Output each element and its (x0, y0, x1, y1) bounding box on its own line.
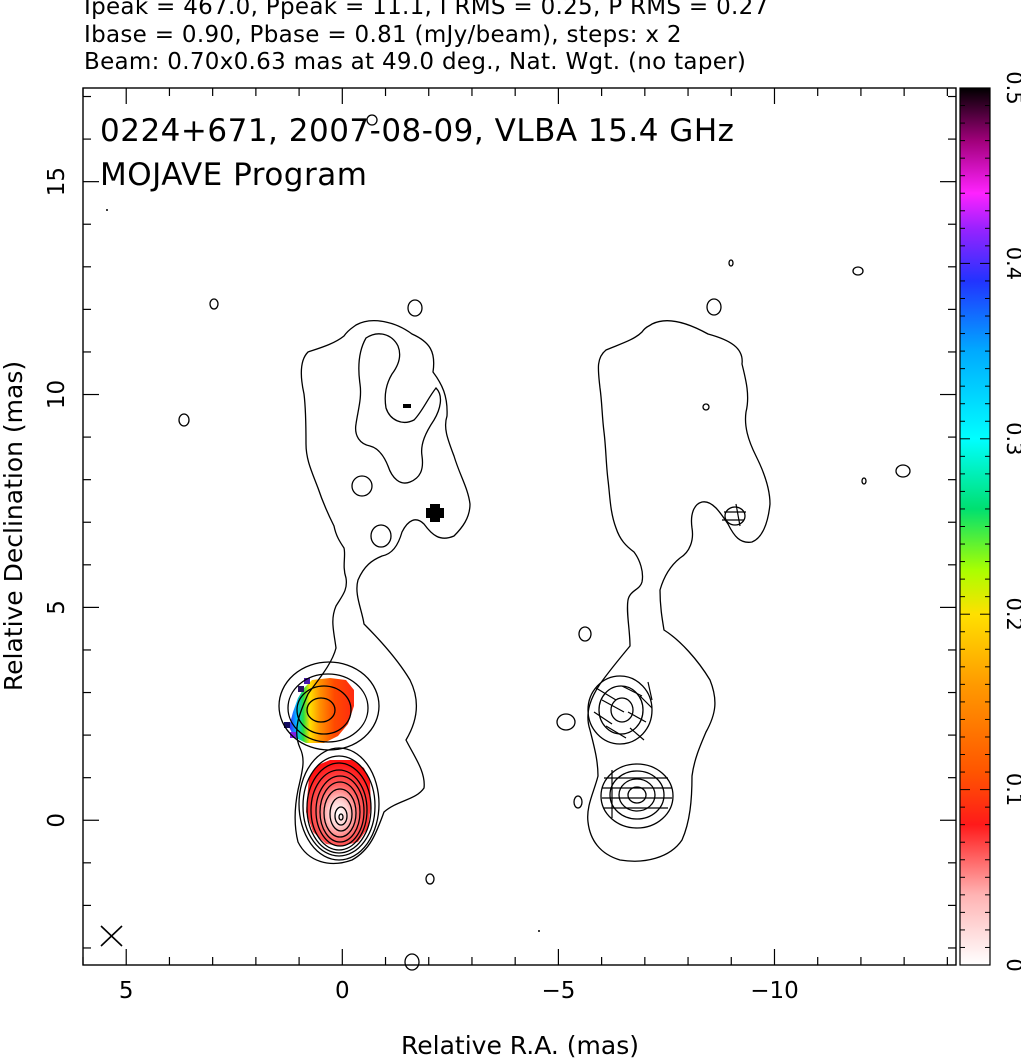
colorbar-tick-label: 0.5 (1002, 71, 1021, 104)
y-tick-label: 5 (44, 600, 70, 615)
contour-blob (702, 403, 710, 411)
pol-pixel (304, 678, 310, 684)
contour-blob (370, 524, 392, 548)
core-contour (310, 769, 368, 851)
x-axis-label: Relative R.A. (mas) (401, 1031, 639, 1060)
contour-blob (578, 626, 592, 642)
noise-dot (538, 930, 540, 932)
beam-marker (100, 925, 123, 947)
contour-blob (209, 298, 219, 310)
contour-blob (724, 506, 746, 526)
colorbar-tick-label: 0.1 (1002, 773, 1021, 806)
core-contour (306, 762, 372, 854)
pol-pixel (284, 722, 290, 728)
contour-blob (895, 464, 911, 478)
core-contour (315, 775, 365, 847)
x-tick-label: −10 (750, 978, 799, 1004)
contour-blob (852, 266, 864, 276)
header-line-2: Ibase = 0.90, Pbase = 0.81 (mJy/beam), s… (84, 22, 682, 48)
x-tick-label: 0 (335, 978, 350, 1004)
plot-frame (82, 87, 957, 966)
upper-pol-contour (610, 697, 634, 723)
colorbar-tick-label: 0.3 (1002, 422, 1021, 455)
core-contour (319, 781, 361, 843)
jet-contour (296, 685, 352, 735)
x-tick-label: 5 (119, 978, 134, 1004)
evpa-tick (627, 711, 647, 723)
left-panel-contours (178, 114, 471, 971)
chart-title: 0224+671, 2007-08-09, VLBA 15.4 GHz (100, 113, 734, 149)
axis-ticks (82, 88, 956, 965)
outer-contour (294, 320, 471, 864)
pol-pixel (298, 686, 304, 692)
evpa-tick (621, 685, 643, 697)
colorbar-tick-label: 0.2 (1002, 597, 1021, 630)
evpa-vectors (593, 503, 746, 818)
evpa-tick (647, 681, 653, 701)
evpa-tick (593, 711, 613, 725)
lower-pol-contour (609, 770, 665, 820)
right-panel-contours (556, 259, 911, 862)
core-contour (329, 796, 353, 832)
contour-blob (404, 953, 420, 971)
evpa-tick (735, 503, 741, 527)
lower-pol-contour (600, 763, 674, 829)
x-tick-label: −5 (541, 978, 575, 1004)
axis-tick-labels: 5 0 −5 −10 0 5 10 15 (44, 167, 799, 1004)
outer-contour (587, 320, 771, 862)
y-axis-label: Relative Declination (mas) (0, 361, 28, 691)
core-contour (323, 788, 357, 838)
core-contour (338, 813, 344, 821)
contour-blob (425, 873, 435, 885)
y-tick-label: 0 (44, 813, 70, 828)
colorbar-tick-label: 0.4 (1002, 247, 1021, 280)
evpa-tick (629, 727, 645, 741)
jet-contour (306, 697, 336, 723)
fractional-polarization-patches (284, 678, 371, 846)
contour-blob (407, 299, 423, 317)
pol-pixel (290, 732, 296, 738)
colorbar-ticks (960, 87, 990, 966)
colorbar-tick-label: 0 (1002, 958, 1021, 971)
contour-blob (706, 298, 722, 316)
lower-pol-contour (618, 778, 656, 812)
contour-blob (573, 795, 583, 809)
contour-blob (728, 259, 734, 267)
evpa-tick (601, 699, 625, 713)
pol-pixel-cluster (426, 504, 444, 522)
inner-jet-contour (354, 333, 442, 484)
colorbar-labels: 0 0.1 0.2 0.3 0.4 0.5 (1002, 71, 1021, 971)
noise-dot (106, 209, 108, 211)
upper-pol-contour (587, 675, 653, 745)
lower-pol-contour (627, 786, 647, 804)
chart-subtitle: MOJAVE Program (100, 157, 367, 193)
header-line-1: Ipeak = 467.0, Ppeak = 11.1, I RMS = 0.2… (84, 0, 769, 20)
evpa-tick (605, 725, 627, 739)
evpa-tick (639, 695, 653, 709)
core-contour (302, 755, 376, 857)
core-contour (334, 806, 348, 826)
contour-blob (178, 413, 190, 427)
contour-blob (366, 114, 378, 126)
contour-blob (861, 477, 867, 485)
evpa-tick (595, 687, 617, 701)
y-tick-label: 10 (44, 380, 70, 409)
core-contour (298, 747, 380, 861)
jet-contour (287, 673, 369, 743)
contour-blob (556, 713, 576, 731)
upper-pol-contour (598, 685, 644, 735)
header-line-3: Beam: 0.70x0.63 mas at 49.0 deg., Nat. W… (84, 49, 747, 75)
contour-blob (351, 475, 373, 497)
y-tick-label: 15 (44, 167, 70, 196)
pol-pixel (403, 404, 411, 408)
